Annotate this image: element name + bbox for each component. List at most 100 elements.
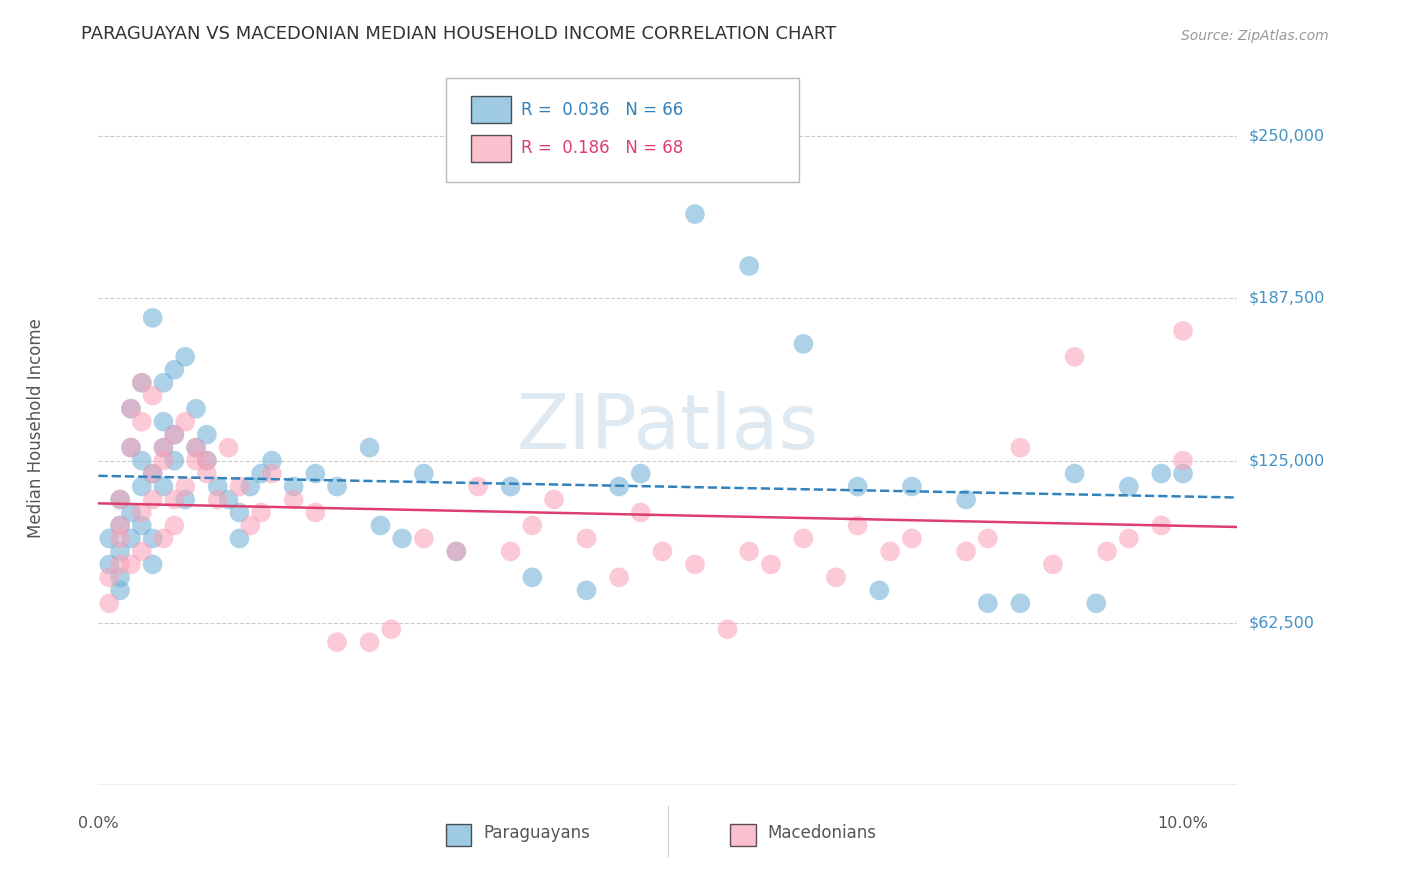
Point bbox=[131, 376, 153, 390]
Point bbox=[716, 622, 738, 636]
Point bbox=[575, 532, 598, 546]
Point bbox=[391, 532, 413, 546]
Point bbox=[174, 492, 197, 507]
Point bbox=[120, 532, 142, 546]
Point bbox=[759, 558, 782, 572]
Point bbox=[163, 453, 186, 467]
Point bbox=[228, 506, 250, 520]
Point bbox=[131, 415, 153, 429]
Point bbox=[120, 441, 142, 455]
Point bbox=[184, 453, 207, 467]
Point bbox=[131, 376, 153, 390]
Point bbox=[142, 558, 165, 572]
Text: Macedonians: Macedonians bbox=[768, 824, 876, 842]
Point bbox=[1150, 467, 1173, 481]
Point bbox=[131, 479, 153, 493]
Point bbox=[207, 492, 229, 507]
Point bbox=[152, 415, 174, 429]
Point bbox=[1063, 350, 1085, 364]
Point bbox=[607, 570, 630, 584]
Point bbox=[683, 207, 706, 221]
Point bbox=[738, 544, 761, 558]
Point bbox=[304, 467, 326, 481]
Point bbox=[522, 570, 544, 584]
Point bbox=[120, 401, 142, 416]
Point bbox=[446, 544, 468, 558]
Text: R =  0.186   N = 68: R = 0.186 N = 68 bbox=[522, 139, 683, 157]
Text: $62,500: $62,500 bbox=[1249, 615, 1315, 631]
Point bbox=[195, 427, 218, 442]
Point bbox=[142, 310, 165, 325]
Point bbox=[108, 544, 131, 558]
Point bbox=[1095, 544, 1118, 558]
Point bbox=[142, 467, 165, 481]
Point bbox=[218, 441, 240, 455]
Point bbox=[522, 518, 544, 533]
Point bbox=[152, 441, 174, 455]
Point bbox=[846, 518, 869, 533]
Text: Paraguayans: Paraguayans bbox=[484, 824, 591, 842]
Point bbox=[174, 479, 197, 493]
Point bbox=[142, 492, 165, 507]
Point bbox=[1063, 467, 1085, 481]
Point bbox=[250, 506, 273, 520]
Point bbox=[412, 532, 434, 546]
Point bbox=[977, 596, 1000, 610]
Point bbox=[228, 479, 250, 493]
Point bbox=[792, 336, 814, 351]
Point bbox=[108, 518, 131, 533]
Point bbox=[163, 427, 186, 442]
Point bbox=[499, 544, 522, 558]
Point bbox=[152, 532, 174, 546]
Point bbox=[1010, 596, 1032, 610]
Point bbox=[142, 532, 165, 546]
Point bbox=[738, 259, 761, 273]
Point bbox=[326, 635, 349, 649]
FancyBboxPatch shape bbox=[446, 824, 471, 846]
Point bbox=[630, 467, 652, 481]
Point bbox=[98, 596, 121, 610]
Point bbox=[575, 583, 598, 598]
Point bbox=[228, 532, 250, 546]
Point bbox=[283, 479, 305, 493]
Point bbox=[142, 389, 165, 403]
Point bbox=[131, 453, 153, 467]
Point bbox=[108, 532, 131, 546]
Text: $125,000: $125,000 bbox=[1249, 453, 1324, 468]
Point bbox=[260, 467, 283, 481]
Point bbox=[630, 506, 652, 520]
Point bbox=[152, 376, 174, 390]
Point bbox=[651, 544, 673, 558]
Text: $187,500: $187,500 bbox=[1249, 291, 1324, 306]
FancyBboxPatch shape bbox=[731, 824, 755, 846]
Text: R =  0.036   N = 66: R = 0.036 N = 66 bbox=[522, 101, 683, 119]
Point bbox=[120, 441, 142, 455]
Point bbox=[1118, 532, 1140, 546]
Point bbox=[108, 518, 131, 533]
Point bbox=[195, 453, 218, 467]
Point bbox=[1042, 558, 1064, 572]
Point bbox=[825, 570, 848, 584]
Point bbox=[108, 570, 131, 584]
Point bbox=[195, 453, 218, 467]
Point bbox=[174, 415, 197, 429]
Point bbox=[283, 492, 305, 507]
Point bbox=[131, 506, 153, 520]
Point bbox=[184, 441, 207, 455]
Text: 0.0%: 0.0% bbox=[79, 815, 118, 830]
Text: ZIPatlas: ZIPatlas bbox=[516, 392, 820, 465]
Point bbox=[1171, 453, 1194, 467]
Point bbox=[184, 401, 207, 416]
Point bbox=[184, 441, 207, 455]
Point bbox=[1010, 441, 1032, 455]
Point bbox=[250, 467, 273, 481]
Point bbox=[901, 479, 924, 493]
Point bbox=[163, 492, 186, 507]
Text: Median Household Income: Median Household Income bbox=[27, 318, 45, 538]
Point bbox=[1171, 324, 1194, 338]
Point bbox=[607, 479, 630, 493]
Point bbox=[98, 558, 121, 572]
Point bbox=[108, 558, 131, 572]
Point bbox=[359, 441, 381, 455]
Point bbox=[142, 467, 165, 481]
